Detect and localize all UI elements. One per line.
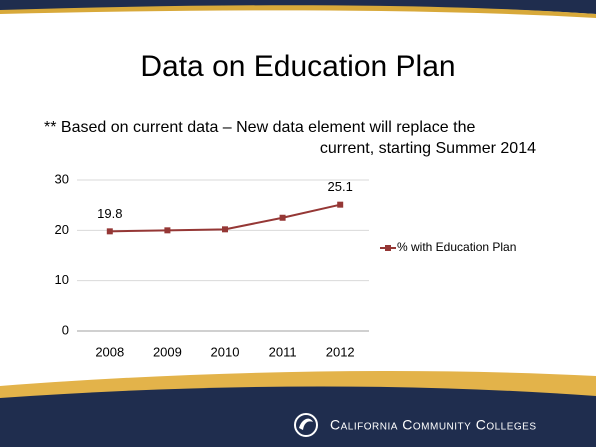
legend-marker <box>385 245 391 251</box>
y-tick-label: 30 <box>55 171 69 186</box>
x-tick-label: 2009 <box>153 344 182 359</box>
point <box>337 201 344 208</box>
y-tick-label: 10 <box>55 272 69 287</box>
point <box>222 226 228 233</box>
note-line: current, starting Summer 2014 <box>320 140 536 157</box>
y-tick-label: 20 <box>55 222 69 237</box>
data-label: 25.1 <box>328 179 353 194</box>
logo-mark <box>299 418 313 430</box>
slide-title: Data on Education Plan <box>140 50 455 83</box>
y-tick-label: 0 <box>62 322 69 337</box>
legend-label: % with Education Plan <box>397 240 516 254</box>
point <box>279 214 286 221</box>
point <box>164 227 171 234</box>
note-line: ** Based on current data – New data elem… <box>44 119 475 136</box>
point <box>106 228 113 235</box>
x-tick-label: 2012 <box>326 344 355 359</box>
x-tick-label: 2008 <box>95 344 124 359</box>
top-swoosh <box>0 5 596 18</box>
x-tick-label: 2010 <box>211 344 240 359</box>
x-tick-label: 2011 <box>269 344 297 359</box>
data-label: 19.8 <box>97 206 122 221</box>
footer-text: California Community Colleges <box>330 417 537 433</box>
logo <box>294 413 318 437</box>
